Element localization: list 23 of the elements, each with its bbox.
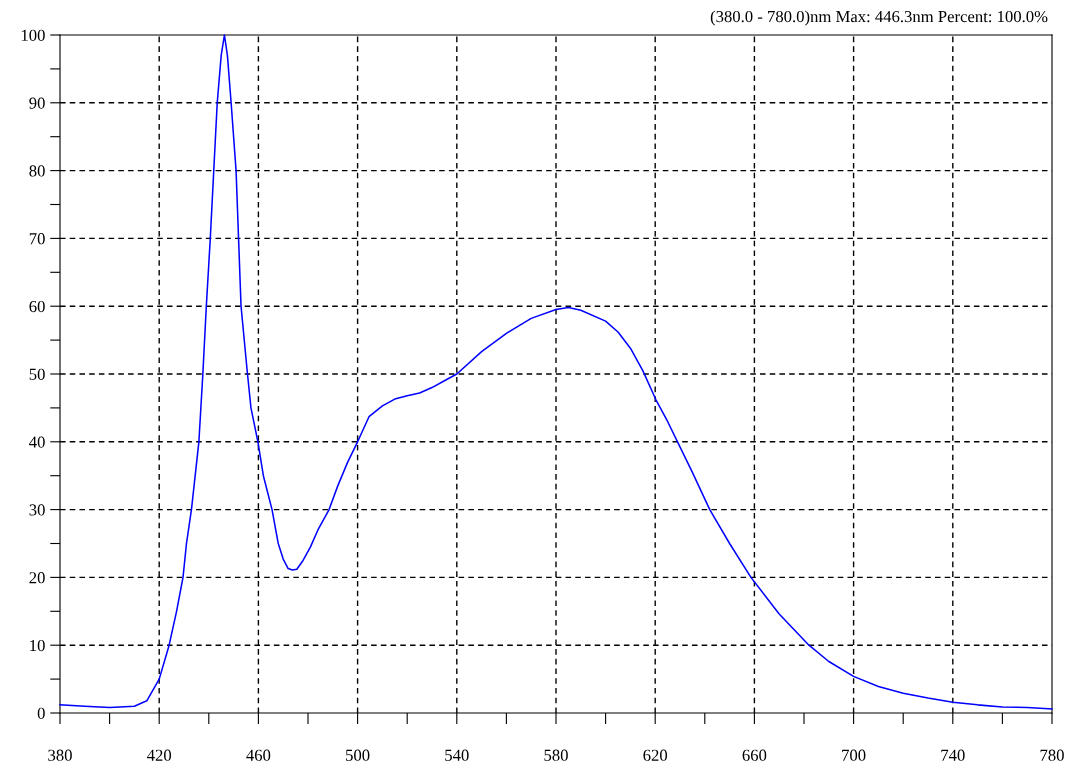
x-tick-label: 700 [842, 749, 866, 761]
y-tick-label: 100 [21, 29, 45, 41]
y-tick-label: 10 [30, 639, 45, 652]
x-tick-label: 460 [246, 749, 271, 761]
x-tick-label: 740 [941, 749, 965, 761]
x-tick-label: 380 [48, 749, 72, 761]
x-tick-label: 540 [445, 749, 469, 761]
x-tick-label: 420 [147, 749, 172, 761]
y-tick-label: 20 [29, 572, 45, 584]
y-tick-label: 90 [29, 97, 45, 109]
y-tick-label: 0 [37, 707, 45, 719]
y-tick-label: 70 [29, 233, 45, 245]
y-tick-label: 40 [29, 436, 45, 448]
y-tick-label: 80 [29, 165, 45, 177]
y-tick-label: 30 [29, 504, 45, 516]
y-tick-label: 50 [29, 368, 45, 380]
x-tick-label: 620 [643, 749, 668, 761]
x-tick-label: 500 [346, 749, 370, 761]
y-tick-label: 60 [29, 300, 45, 313]
x-tick-label: 660 [742, 749, 767, 761]
x-tick-label: 780 [1040, 749, 1064, 761]
text: (380.0 - 780.0)nm Max: 446.3nm Percent: 100.0% [710, 10, 1048, 26]
x-tick-label: 580 [544, 749, 568, 761]
